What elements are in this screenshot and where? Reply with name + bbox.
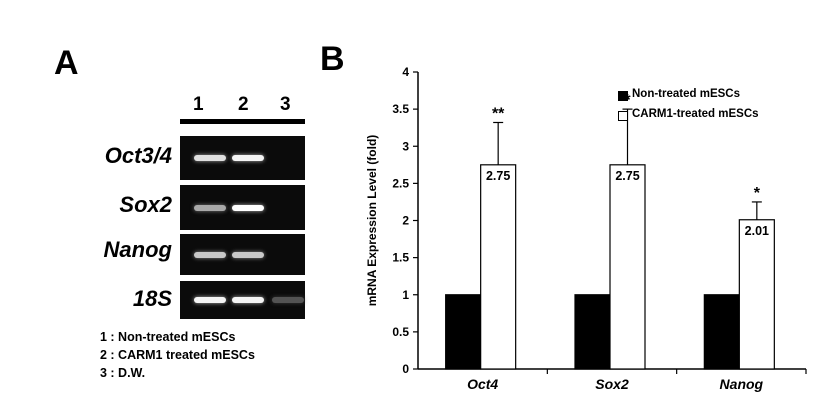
lane-header-bar	[180, 119, 305, 124]
gel-band	[194, 297, 226, 303]
legend-swatch-non-treated	[618, 91, 628, 101]
lane-number-1: 1	[193, 94, 204, 115]
gel-band	[232, 251, 264, 258]
lane-number-3: 3	[280, 94, 291, 115]
gene-label-18s: 18S	[132, 286, 172, 311]
gel-band	[232, 155, 264, 161]
significance-marker: **	[492, 105, 505, 122]
gel-band	[194, 251, 226, 258]
y-tick-label: 1.5	[392, 251, 409, 265]
y-tick-label: 3	[402, 139, 409, 153]
data-label: 2.01	[745, 224, 769, 238]
y-tick-label: 0.5	[392, 325, 409, 339]
x-tick-label: Nanog	[720, 376, 764, 392]
lane-key-2: 2 : CARM1 treated mESCs	[100, 348, 255, 362]
gel-strip-sox2	[180, 185, 305, 230]
gel-band	[232, 297, 264, 303]
significance-marker: *	[754, 185, 761, 202]
gel-band	[194, 155, 226, 161]
gene-label-oct34: Oct3/4	[104, 143, 172, 168]
y-tick-label: 1	[402, 288, 409, 302]
gel-band	[272, 297, 304, 303]
bar-carm1-treated	[609, 164, 646, 370]
bar-non-treated	[574, 294, 611, 370]
panel-a-letter: A	[54, 44, 79, 82]
gel-band	[232, 204, 264, 211]
y-tick-label: 2	[402, 214, 409, 228]
y-axis-label: mRNA Expression Level (fold)	[365, 135, 379, 307]
gel-strip-18s	[180, 281, 305, 319]
y-tick-label: 3.5	[392, 102, 409, 116]
gene-label-sox2: Sox2	[119, 192, 172, 217]
data-label: 2.75	[486, 169, 510, 183]
gel-strip-oct34	[180, 136, 305, 180]
legend-swatch-carm1-treated	[618, 111, 628, 121]
panel-b-letter: B	[320, 40, 345, 78]
gel-strip-nanog	[180, 234, 305, 275]
bar-non-treated	[703, 294, 740, 370]
data-label: 2.75	[615, 169, 639, 183]
legend-label-non-treated: Non-treated mESCs	[632, 88, 740, 100]
legend-label-carm1-treated: CARM1-treated mESCs	[632, 108, 759, 120]
y-tick-label: 0	[402, 362, 409, 376]
bar-carm1-treated	[480, 164, 517, 370]
lane-key-3: 3 : D.W.	[100, 366, 146, 380]
gene-label-nanog: Nanog	[103, 237, 172, 262]
x-tick-label: Sox2	[595, 376, 629, 392]
y-tick-label: 4	[402, 65, 409, 79]
lane-number-2: 2	[238, 94, 249, 115]
y-tick-label: 2.5	[392, 176, 409, 190]
bar-non-treated	[445, 294, 482, 370]
lane-key-1: 1 : Non-treated mESCs	[100, 330, 236, 344]
gel-band	[194, 204, 226, 211]
x-tick-label: Oct4	[467, 376, 498, 392]
bar-carm1-treated	[738, 219, 775, 370]
